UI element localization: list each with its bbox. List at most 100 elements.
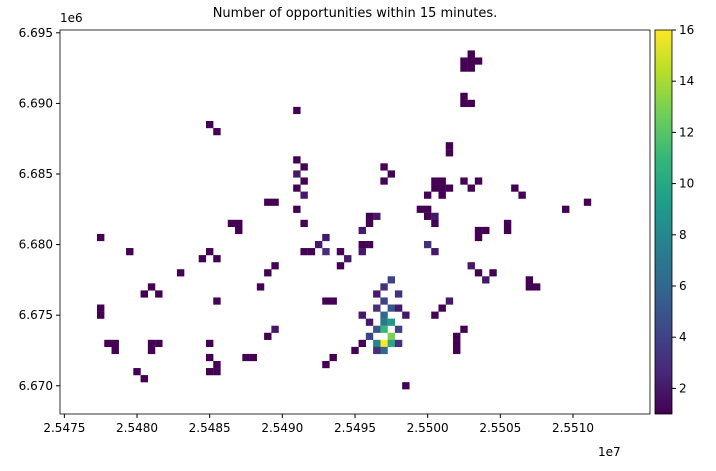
cell: [365, 240, 374, 249]
cell: [460, 64, 468, 72]
cell: [460, 57, 468, 65]
cell: [176, 269, 185, 277]
cell: [474, 226, 483, 235]
cell: [358, 311, 366, 319]
cell: [365, 219, 374, 228]
cell: [271, 262, 279, 270]
x-tick-label: 2.5495: [334, 421, 376, 435]
plot-frame: [59, 29, 651, 415]
cell: [431, 219, 439, 228]
cell: [365, 212, 374, 220]
cell: [423, 212, 432, 220]
cell: [431, 212, 439, 220]
cell: [460, 99, 468, 108]
cell: [438, 177, 446, 185]
cell: [373, 212, 381, 220]
x-tick-label: 2.5505: [479, 421, 521, 435]
cell: [344, 255, 352, 263]
y-tick-label: 6.680: [19, 238, 53, 252]
cell: [562, 205, 570, 213]
cell: [380, 346, 388, 355]
cell: [322, 248, 330, 256]
cell: [482, 276, 490, 284]
cell: [387, 170, 396, 178]
cell: [373, 290, 381, 298]
cell: [365, 318, 374, 326]
cell: [205, 339, 214, 348]
cell: [387, 339, 396, 348]
cell: [394, 290, 403, 298]
colorbar-tick-label: 12: [679, 125, 694, 139]
colorbar-tick-label: 14: [679, 74, 694, 88]
colorbar-tick-label: 4: [679, 330, 687, 344]
cell: [104, 339, 112, 348]
cell: [358, 248, 366, 256]
cell: [445, 142, 454, 150]
cell: [460, 92, 468, 100]
cell: [126, 248, 134, 256]
cell: [300, 177, 308, 185]
cell: [438, 191, 446, 199]
cell: [365, 332, 374, 340]
colorbar-tick-label: 2: [679, 381, 687, 395]
cell: [300, 248, 308, 256]
cell: [525, 283, 534, 291]
cell: [242, 353, 250, 362]
cell: [96, 311, 105, 319]
cell: [314, 240, 323, 249]
cell: [264, 269, 272, 277]
cell: [271, 198, 279, 206]
cell: [453, 332, 461, 340]
cell: [322, 360, 330, 369]
cell: [445, 149, 454, 157]
cell: [387, 304, 396, 312]
cell: [256, 283, 265, 291]
cell: [467, 184, 475, 192]
cell: [503, 226, 512, 235]
cell: [445, 184, 454, 192]
cell: [336, 248, 345, 256]
cell: [271, 325, 279, 333]
cell: [511, 184, 519, 192]
y-tick-label: 6.690: [19, 96, 53, 110]
cell: [329, 353, 337, 362]
cell: [249, 353, 257, 362]
cell: [140, 375, 148, 383]
cell: [438, 184, 446, 192]
cell: [155, 290, 163, 298]
cell: [147, 339, 156, 348]
cell: [322, 233, 330, 242]
cell: [198, 255, 207, 263]
cell: [460, 325, 468, 333]
x-tick-label: 2.5485: [189, 421, 231, 435]
cell: [213, 255, 221, 263]
y-offset-label: 1e6: [60, 11, 83, 25]
cell: [307, 248, 316, 256]
cell: [474, 233, 483, 242]
x-offset-label: 1e7: [598, 445, 621, 459]
cell: [438, 304, 446, 312]
x-tick-label: 2.5490: [261, 421, 303, 435]
cell: [431, 248, 439, 256]
cell: [293, 106, 301, 115]
cell: [293, 170, 301, 178]
cell: [264, 332, 272, 340]
x-tick-label: 2.5480: [116, 421, 158, 435]
cell: [264, 198, 272, 206]
cell: [453, 346, 461, 355]
x-tick-label: 2.5510: [552, 421, 594, 435]
y-tick-label: 6.685: [19, 167, 53, 181]
cell: [373, 304, 381, 312]
cell: [474, 57, 483, 65]
cell: [532, 283, 541, 291]
chart-title: Number of opportunities within 15 minute…: [213, 6, 498, 21]
cell: [235, 226, 243, 235]
cell: [453, 339, 461, 348]
y-tick-label: 6.670: [19, 379, 53, 393]
cell: [380, 339, 388, 348]
cell: [351, 346, 359, 355]
cell: [474, 177, 483, 185]
colorbar-tick-label: 10: [679, 177, 694, 191]
cell: [227, 219, 236, 228]
cell: [431, 184, 439, 192]
